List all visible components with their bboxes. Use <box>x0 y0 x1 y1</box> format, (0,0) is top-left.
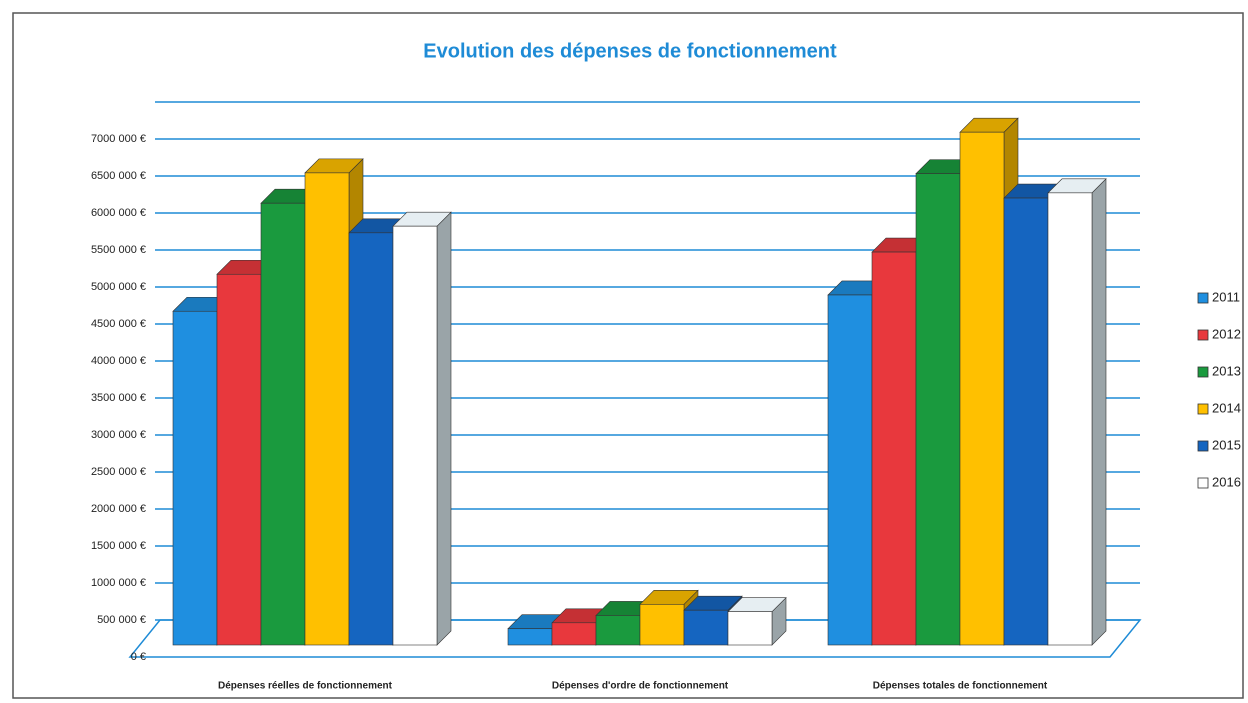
y-tick-label: 0 € <box>131 651 146 663</box>
bar <box>639 603 685 646</box>
bar <box>551 622 597 646</box>
bar <box>172 310 218 646</box>
legend-swatch <box>1197 440 1209 452</box>
bar <box>216 273 262 646</box>
bar <box>1003 197 1049 646</box>
legend-label: 2012 <box>1212 326 1241 341</box>
bar <box>683 609 729 646</box>
y-tick-label: 2500 000 € <box>91 466 146 478</box>
bar <box>348 232 394 646</box>
y-tick-label: 2000 000 € <box>91 503 146 515</box>
legend-swatch <box>1197 403 1209 415</box>
y-tick-label: 3500 000 € <box>91 392 146 404</box>
x-tick-label: Dépenses d'ordre de fonctionnement <box>552 681 729 692</box>
bar <box>1047 192 1093 646</box>
legend-label: 2015 <box>1212 437 1241 452</box>
y-tick-label: 500 000 € <box>97 614 146 626</box>
bar <box>827 294 873 646</box>
bar <box>304 172 350 646</box>
legend-label: 2013 <box>1212 363 1241 378</box>
y-tick-label: 5000 000 € <box>91 281 146 293</box>
bar <box>915 173 961 646</box>
legend-swatch <box>1197 292 1209 304</box>
bar <box>392 225 438 646</box>
legend-swatch <box>1197 477 1209 489</box>
bar <box>959 131 1005 646</box>
bar-side <box>436 211 452 646</box>
x-tick-label: Dépenses réelles de fonctionnement <box>218 681 393 692</box>
y-tick-label: 3000 000 € <box>91 429 146 441</box>
y-tick-label: 5500 000 € <box>91 244 146 256</box>
legend-label: 2014 <box>1212 400 1241 415</box>
bar <box>260 202 306 646</box>
bar <box>595 615 641 646</box>
y-tick-label: 6000 000 € <box>91 207 146 219</box>
y-tick-label: 4000 000 € <box>91 355 146 367</box>
y-tick-label: 1500 000 € <box>91 540 146 552</box>
legend-label: 2011 <box>1212 289 1240 304</box>
bar <box>727 611 773 646</box>
y-tick-label: 6500 000 € <box>91 170 146 182</box>
legend-swatch <box>1197 329 1209 341</box>
legend-label: 2016 <box>1212 474 1241 489</box>
legend-swatch <box>1197 366 1209 378</box>
bar <box>871 251 917 646</box>
y-tick-label: 4500 000 € <box>91 318 146 330</box>
bar <box>507 628 553 646</box>
chart-title: Evolution des dépenses de fonctionnement <box>423 40 837 62</box>
x-tick-label: Dépenses totales de fonctionnement <box>873 681 1048 692</box>
bar-side <box>1091 178 1107 646</box>
y-tick-label: 7000 000 € <box>91 133 146 145</box>
y-tick-label: 1000 000 € <box>91 577 146 589</box>
